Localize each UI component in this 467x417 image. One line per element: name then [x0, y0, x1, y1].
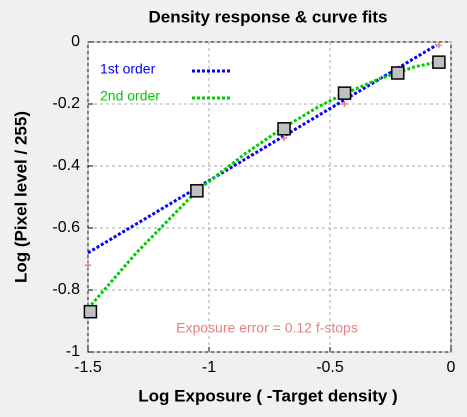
fit-line	[87, 43, 438, 255]
data-point	[391, 66, 405, 80]
plus-marker	[341, 101, 348, 107]
plus-marker	[435, 42, 442, 49]
y-tick-label: -0.6	[52, 219, 80, 236]
legend-label: 1st order	[100, 61, 156, 77]
legend-label: 2nd order	[100, 88, 160, 104]
x-tick-label: -1.5	[74, 359, 102, 376]
data-point	[190, 184, 204, 198]
y-tick-label: -0.8	[52, 281, 80, 298]
plus-marker	[85, 262, 91, 269]
plus-marker	[281, 135, 288, 142]
data-point	[432, 55, 446, 69]
data-point	[337, 86, 352, 100]
y-axis-label: Log (Pixel level / 255)	[11, 111, 30, 283]
fit-line	[86, 60, 437, 310]
x-tick-label: 0	[447, 359, 456, 376]
y-tick-label: -0.4	[52, 157, 80, 174]
y-tick-label: -1	[66, 343, 80, 360]
data-point	[83, 304, 98, 319]
data-point	[277, 122, 291, 136]
y-tick-label: -0.2	[52, 95, 80, 112]
annotation: Exposure error = 0.12 f-stops	[176, 320, 358, 336]
y-tick-label: 0	[71, 33, 80, 50]
x-tick-label: -0.5	[316, 359, 344, 376]
plot-area	[87, 41, 452, 353]
chart-title: Density response & curve fits	[148, 7, 387, 26]
x-tick-label: -1	[202, 359, 216, 376]
x-axis-label: Log Exposure ( -Target density )	[138, 386, 397, 405]
